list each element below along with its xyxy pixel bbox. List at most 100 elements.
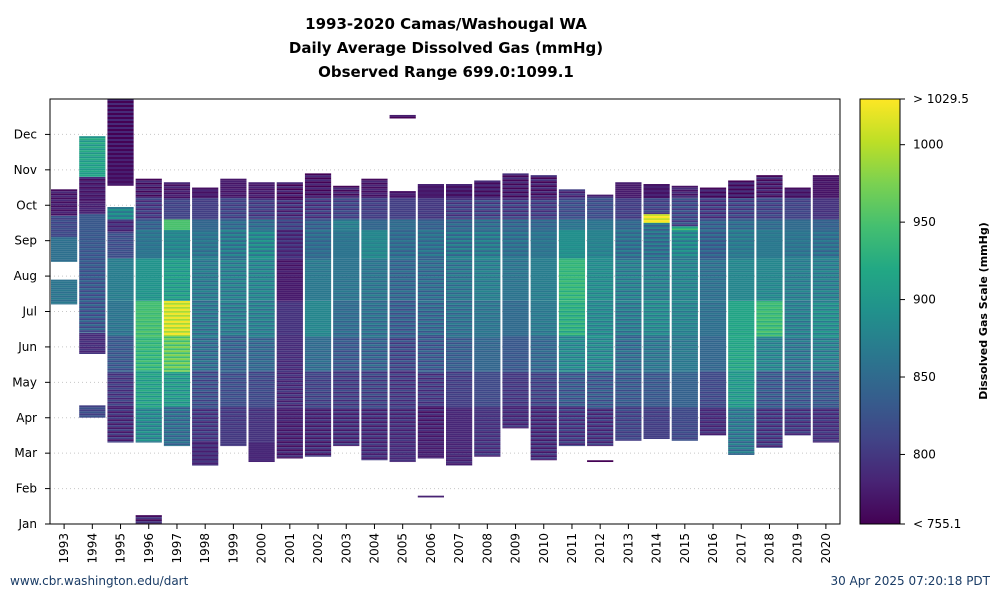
heatmap-cell-2001 (276, 449, 303, 452)
heatmap-cell-2012 (587, 312, 614, 315)
heatmap-cell-2017 (728, 282, 755, 285)
heatmap-cell-1999 (220, 383, 247, 386)
heatmap-cell-2009 (502, 411, 529, 414)
heatmap-cell-2008 (474, 232, 501, 235)
heatmap-cell-2020 (812, 300, 839, 303)
heatmap-cell-2004 (361, 429, 388, 432)
heatmap-cell-1998 (192, 219, 219, 222)
heatmap-cell-1995 (107, 280, 134, 283)
heatmap-cell-1995 (107, 219, 134, 222)
heatmap-cell-2017 (728, 439, 755, 442)
heatmap-cell-2014 (643, 220, 670, 223)
heatmap-cell-1994 (79, 186, 106, 189)
heatmap-cell-2013 (615, 324, 642, 327)
heatmap-cell-2003 (333, 352, 360, 355)
heatmap-cell-2002 (304, 227, 332, 230)
heatmap-cell-2014 (643, 246, 670, 249)
x-tick-label-1996: 1996 (142, 533, 156, 564)
heatmap-cell-2005 (389, 284, 416, 287)
heatmap-cell-2000 (248, 248, 275, 251)
heatmap-cell-2018 (756, 177, 783, 180)
heatmap-cell-2006 (417, 395, 444, 398)
heatmap-cell-2014 (643, 403, 670, 406)
heatmap-cell-1995 (107, 159, 134, 161)
x-tick-label-2013: 2013 (621, 533, 635, 564)
heatmap-cell-2017 (728, 411, 755, 414)
heatmap-cell-2005 (389, 198, 416, 201)
heatmap-cell-2008 (474, 391, 501, 394)
heatmap-cell-1997 (163, 274, 191, 277)
heatmap-cell-2013 (615, 348, 642, 351)
heatmap-cell-2014 (643, 320, 670, 323)
heatmap-cell-2013 (615, 336, 642, 339)
heatmap-cell-2008 (474, 192, 501, 195)
heatmap-cell-2011 (558, 364, 586, 367)
heatmap-cell-2005 (389, 338, 416, 341)
heatmap-cell-2003 (333, 284, 360, 287)
heatmap-cell-1995 (107, 368, 134, 371)
heatmap-cell-2004 (361, 286, 388, 289)
heatmap-cell-2018 (756, 218, 783, 220)
heatmap-cell-2006 (417, 225, 444, 228)
heatmap-cell-2005 (389, 403, 416, 406)
heatmap-cell-2005 (389, 230, 416, 233)
heatmap-cell-2013 (615, 286, 642, 289)
heatmap-cell-2003 (333, 320, 360, 323)
heatmap-cell-2017 (728, 242, 755, 245)
heatmap-cell-1999 (220, 223, 247, 226)
heatmap-cell-2009 (502, 312, 529, 315)
heatmap-cell-2015 (671, 258, 698, 261)
heatmap-cell-1996 (135, 188, 162, 191)
heatmap-cell-1995 (107, 177, 134, 179)
heatmap-cell-2006 (417, 320, 444, 323)
heatmap-cell-1995 (107, 173, 134, 175)
heatmap-cell-1999 (220, 445, 247, 447)
heatmap-cell-1998 (192, 246, 219, 249)
heatmap-cell-1997 (163, 405, 191, 408)
heatmap-cell-1999 (220, 264, 247, 267)
heatmap-cell-2002 (304, 411, 332, 414)
heatmap-cell-2000 (248, 334, 275, 337)
heatmap-cell-2004 (361, 352, 388, 355)
heatmap-cell-2014 (643, 198, 670, 201)
heatmap-cell-2011 (558, 421, 586, 424)
heatmap-cell-2017 (728, 221, 755, 224)
heatmap-cell-2002 (304, 276, 332, 279)
heatmap-cell-2013 (615, 290, 642, 293)
heatmap-cell-2012 (587, 445, 614, 447)
heatmap-cell-2009 (502, 282, 529, 285)
heatmap-cell-2018 (756, 183, 783, 186)
heatmap-cell-2012 (587, 409, 614, 412)
heatmap-cell-2017 (728, 280, 755, 283)
heatmap-cell-2007 (446, 318, 473, 321)
heatmap-cell-1994 (79, 316, 106, 319)
heatmap-cell-2002 (304, 407, 332, 410)
heatmap-cell-1994 (79, 262, 106, 265)
heatmap-cell-2014 (643, 340, 670, 343)
heatmap-cell-2011 (558, 375, 586, 378)
heatmap-cell-2010 (530, 387, 557, 390)
heatmap-cell-1999 (220, 196, 247, 199)
source-link[interactable]: www.cbr.washington.edu/dart (10, 574, 189, 588)
heatmap-cell-1995 (107, 413, 134, 416)
heatmap-cell-2020 (812, 356, 839, 359)
heatmap-cell-2014 (643, 425, 670, 428)
heatmap-cell-2010 (530, 242, 557, 245)
heatmap-cell-1996 (135, 334, 162, 337)
heatmap-cell-2017 (728, 298, 755, 301)
heatmap-cell-2008 (474, 413, 501, 416)
heatmap-cell-2003 (333, 445, 360, 447)
heatmap-cell-2019 (784, 234, 811, 237)
heatmap-cell-2006 (417, 188, 444, 190)
heatmap-cell-2005 (389, 280, 416, 283)
heatmap-cell-2018 (756, 198, 783, 201)
heatmap-cell-2000 (248, 342, 275, 345)
heatmap-cell-2014 (643, 308, 670, 311)
heatmap-cell-2017 (728, 186, 755, 189)
heatmap-cell-2016 (699, 195, 727, 198)
heatmap-cell-2009 (502, 389, 529, 392)
heatmap-cell-2019 (784, 332, 811, 335)
heatmap-cell-2013 (615, 219, 642, 222)
heatmap-cell-2005 (389, 288, 416, 291)
